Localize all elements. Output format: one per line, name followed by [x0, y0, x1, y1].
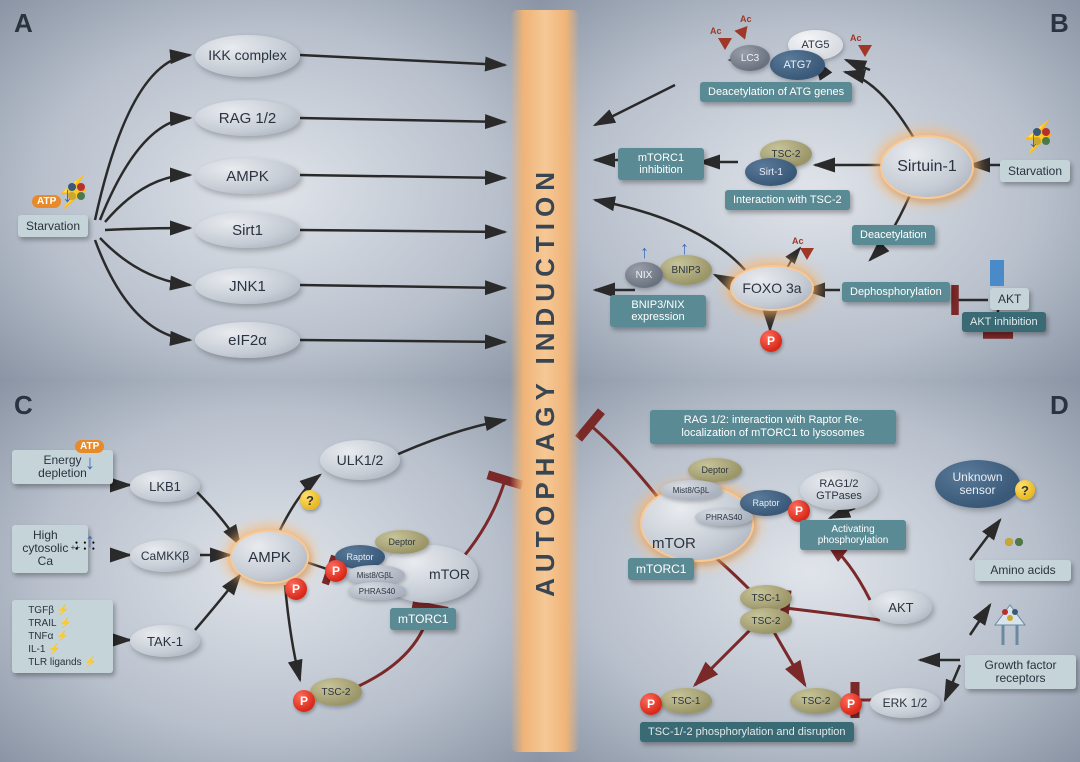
tsc-disrupt-label: TSC-1/-2 phosphorylation and disruption [640, 722, 854, 742]
phras40-c: PHRAS40 [348, 582, 406, 600]
deptor-d: Deptor [688, 458, 742, 482]
tnfa: TNFα [28, 631, 53, 642]
sirtuin1-node: Sirtuin-1 [880, 135, 974, 199]
sirt1-node-a: Sirt1 [195, 212, 300, 248]
ac-label-1b: Ac [740, 14, 752, 24]
mtorc1-label-d: mTORC1 [628, 558, 694, 580]
atg7-node: ATG7 [770, 50, 825, 80]
ac-label-2: Ac [850, 33, 862, 43]
ac-tri-2 [858, 45, 872, 57]
jnk1-node: JNK1 [195, 268, 300, 304]
tsc1-alone: TSC-1 [660, 688, 712, 714]
erk-node: ERK 1/2 [870, 688, 940, 718]
ulk-node: ULK1/2 [320, 440, 400, 480]
p-raptor-c: P [325, 560, 347, 582]
tlr: TLR ligands [28, 657, 81, 668]
p-tsc1-d: P [640, 693, 662, 715]
ac-label-3: Ac [792, 236, 804, 246]
deacetylation-label: Deacetylation [852, 225, 935, 245]
akt-blue-bar [990, 260, 1004, 286]
akt-node-b: AKT [990, 288, 1029, 310]
panel-label-d: D [1050, 390, 1069, 421]
ikk-node: IKK complex [195, 35, 300, 77]
unknown-sensor: Unknown sensor [935, 460, 1020, 508]
cytokines-box: TGFβ ⚡ TRAIL ⚡ TNFα ⚡ IL-1 ⚡ TLR ligands… [12, 600, 113, 673]
lkb1-node: LKB1 [130, 470, 200, 502]
tsc2-alone: TSC-2 [790, 688, 842, 714]
p-raptor-d: P [788, 500, 810, 522]
rag-raptor-label: RAG 1/2: interaction with Raptor Re-loca… [650, 410, 896, 444]
up-arrow-nix: ↑ [640, 242, 649, 263]
q-unknown: ? [1015, 480, 1035, 500]
energy-depletion: Energy depletion [12, 450, 113, 484]
p-tsc2-d: P [840, 693, 862, 715]
p-ampk: P [285, 578, 307, 600]
atp-badge-a: ATP [32, 195, 61, 208]
tgfb: TGFβ [28, 605, 54, 616]
activating-phosph-label: Activating phosphorylation [800, 520, 906, 550]
mtorc1-inh-label: mTORC1 inhibition [618, 148, 704, 180]
il1: IL-1 [28, 644, 45, 655]
panel-label-b: B [1050, 8, 1069, 39]
nix-node: NIX [625, 262, 663, 288]
down-arrow-b: ↓ [1028, 127, 1039, 153]
growth-factor-receptors: Growth factor receptors [965, 655, 1076, 689]
starvation-b: Starvation [1000, 160, 1070, 182]
q-ampk-ulk: ? [300, 490, 320, 510]
sirt1-small-node: Sirt-1 [745, 158, 797, 186]
ac-label-1: Ac [710, 26, 722, 36]
center-pillar: AUTOPHAGY INDUCTION [510, 10, 580, 752]
p-tsc2-c: P [293, 690, 315, 712]
tak1-node: TAK-1 [130, 625, 200, 657]
foxo3a-node: FOXO 3a [730, 265, 814, 311]
akt-node-d: AKT [870, 590, 932, 624]
ac-tri-3 [800, 248, 814, 260]
starvation-label: Starvation [26, 219, 80, 233]
camkk-node: CaMKKβ [130, 540, 200, 572]
up-arrow-bnip: ↑ [680, 238, 689, 259]
p-foxo: P [760, 330, 782, 352]
down-arrow-c: ↓ [85, 452, 95, 475]
tsc2-node-c: TSC-2 [310, 678, 362, 706]
rag-node-a: RAG 1/2 [195, 100, 300, 136]
tsc2-d: TSC-2 [740, 608, 792, 634]
ca-dots: ● ● ●● ● ● [75, 540, 97, 552]
high-ca-text: High cytosolic Ca [20, 529, 71, 569]
interaction-tsc2-label: Interaction with TSC-2 [725, 190, 850, 210]
deptor-c: Deptor [375, 530, 429, 554]
ac-tri-1 [718, 38, 732, 50]
deacetylation-atg-label: Deacetylation of ATG genes [700, 82, 852, 102]
lc3-node: LC3 [730, 45, 770, 71]
phras40-d: PHRAS40 [695, 508, 753, 526]
bnip-nix-label: BNIP3/NIX expression [610, 295, 706, 327]
ampk-node-a: AMPK [195, 158, 300, 194]
dephosphorylation-label: Dephosphorylation [842, 282, 950, 302]
mist8-d: Mist8/GβL [660, 480, 722, 500]
panel-label-a: A [14, 8, 33, 39]
ampk-node-c: AMPK [230, 530, 309, 584]
mtorc1-label-c: mTORC1 [390, 608, 456, 630]
bnip3-node: BNIP3 [660, 255, 712, 285]
center-pillar-text: AUTOPHAGY INDUCTION [530, 166, 561, 597]
panel-label-c: C [14, 390, 33, 421]
starvation-a: Starvation [18, 215, 88, 237]
down-arrow-a: ↓ [62, 182, 73, 208]
gf-receptor-icon [985, 600, 1035, 655]
amino-acids: Amino acids [975, 560, 1071, 581]
eif2a-node: eIF2α [195, 322, 300, 358]
rag-gtpases: RAG1/2 GTPases [800, 470, 878, 510]
trail: TRAIL [28, 618, 56, 629]
akt-inh-label: AKT inhibition [962, 312, 1046, 332]
